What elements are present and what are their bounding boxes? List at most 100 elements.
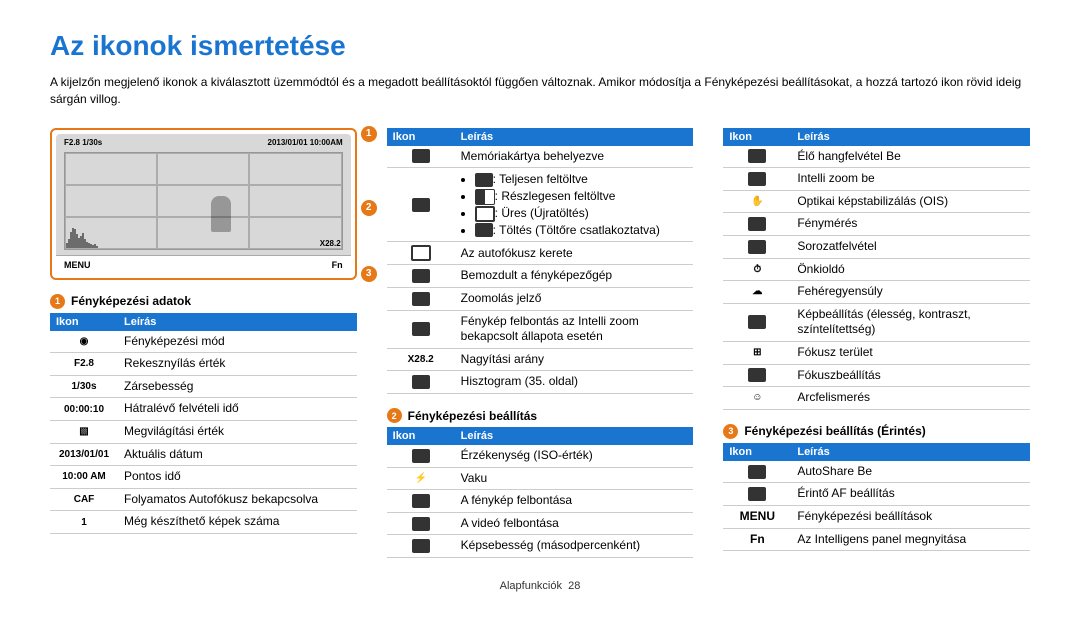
table-row: CAFFolyamatos Autofókusz bekapcsolva <box>50 488 357 511</box>
section-2-badge: 2 <box>387 408 402 423</box>
table-row: Sorozatfelvétel <box>723 235 1030 258</box>
cell-desc: Aktuális dátum <box>118 443 357 466</box>
cell-icon: 1 <box>50 511 118 534</box>
cell-icon: 10:00 AM <box>50 466 118 489</box>
page-footer: Alapfunkciók 28 <box>50 580 1030 592</box>
callout-1: 1 <box>361 126 377 142</box>
callout-3: 3 <box>361 266 377 282</box>
cell-desc: Sorozatfelvétel <box>791 235 1030 258</box>
table-row: Fénymérés <box>723 213 1030 236</box>
cell-desc: Megvilágítási érték <box>118 420 357 443</box>
table-row: X28.2Nagyítási arány <box>387 348 694 371</box>
cell-desc: Képsebesség (másodpercenként) <box>455 535 694 558</box>
section-1-title: Fényképezési adatok <box>71 294 191 308</box>
column-2: Ikon Leírás Memóriakártya behelyezve: Te… <box>387 128 694 558</box>
th-icon: Ikon <box>50 313 118 331</box>
cell-icon <box>387 168 455 242</box>
section-2-title: Fényképezési beállítás <box>408 409 537 423</box>
table-row: ✋Optikai képstabilizálás (OIS) <box>723 190 1030 213</box>
cell-desc: Hátralévő felvételi idő <box>118 398 357 421</box>
cell-icon <box>387 288 455 311</box>
cell-desc: Fénymérés <box>791 213 1030 236</box>
table-row: ☁Fehéregyensúly <box>723 281 1030 304</box>
th-desc: Leírás <box>791 443 1030 461</box>
table-row: ▧Megvilágítási érték <box>50 420 357 443</box>
table-row: Élő hangfelvétel Be <box>723 146 1030 168</box>
th-icon: Ikon <box>723 128 791 146</box>
section-3-title: Fényképezési beállítás (Érintés) <box>744 424 925 438</box>
table-row: ⊞Fókusz terület <box>723 341 1030 364</box>
cell-icon: ☁ <box>723 281 791 304</box>
table-col2-top: Ikon Leírás Memóriakártya behelyezve: Te… <box>387 128 694 394</box>
th-icon: Ikon <box>387 427 455 445</box>
cell-icon: ⊞ <box>723 341 791 364</box>
cell-icon: F2.8 <box>50 353 118 376</box>
table-row: A fénykép felbontása <box>387 490 694 513</box>
cell-icon <box>723 364 791 387</box>
column-1: 1 2 3 F2.8 1/30s 2013/01/01 10:00AM <box>50 128 357 558</box>
cell-icon: ▧ <box>50 420 118 443</box>
cell-desc: Nagyítási arány <box>455 348 694 371</box>
preview-top-right: 2013/01/01 10:00AM <box>268 138 343 147</box>
cell-icon: ✋ <box>723 190 791 213</box>
table-row: Hisztogram (35. oldal) <box>387 371 694 394</box>
cell-icon: ☺ <box>723 387 791 410</box>
cell-icon <box>723 168 791 191</box>
cell-desc: Az Intelligens panel megnyitása <box>791 528 1030 551</box>
cell-icon <box>723 483 791 506</box>
preview-zoom-text: X28.2 <box>320 239 341 248</box>
page-title: Az ikonok ismertetése <box>50 30 1030 62</box>
cell-desc: : Teljesen feltöltve: Részlegesen feltöl… <box>455 168 694 242</box>
table-row: F2.8Rekesznyílás érték <box>50 353 357 376</box>
cell-desc: AutoShare Be <box>791 461 1030 483</box>
table-row: 1/30sZársebesség <box>50 375 357 398</box>
th-icon: Ikon <box>723 443 791 461</box>
footer-page: 28 <box>568 580 580 592</box>
cell-icon: ⏱ <box>723 258 791 281</box>
cell-icon <box>723 303 791 341</box>
cell-desc: Fókuszbeállítás <box>791 364 1030 387</box>
table-row: Intelli zoom be <box>723 168 1030 191</box>
table-row: 2013/01/01Aktuális dátum <box>50 443 357 466</box>
cell-desc: Fehéregyensúly <box>791 281 1030 304</box>
cell-icon <box>387 512 455 535</box>
cell-desc: Zársebesség <box>118 375 357 398</box>
table-col3-top: Ikon Leírás Élő hangfelvétel BeIntelli z… <box>723 128 1030 410</box>
cell-desc: Pontos idő <box>118 466 357 489</box>
cell-icon: MENU <box>723 505 791 528</box>
table-row: Az autofókusz kerete <box>387 242 694 265</box>
th-desc: Leírás <box>455 427 694 445</box>
table-row: Fókuszbeállítás <box>723 364 1030 387</box>
cell-desc: Élő hangfelvétel Be <box>791 146 1030 168</box>
cell-desc: Arcfelismerés <box>791 387 1030 410</box>
cell-icon <box>387 445 455 467</box>
th-desc: Leírás <box>118 313 357 331</box>
table-section-2: Ikon Leírás Érzékenység (ISO-érték)⚡Vaku… <box>387 427 694 558</box>
table-section-3: Ikon Leírás AutoShare BeÉrintő AF beállí… <box>723 443 1030 551</box>
screen-preview: 1 2 3 F2.8 1/30s 2013/01/01 10:00AM <box>50 128 357 280</box>
table-row: 1Még készíthető képek száma <box>50 511 357 534</box>
cell-desc: Optikai képstabilizálás (OIS) <box>791 190 1030 213</box>
callout-2: 2 <box>361 200 377 216</box>
cell-icon: ⚡ <box>387 467 455 490</box>
cell-desc: Képbeállítás (élesség, kontraszt, színte… <box>791 303 1030 341</box>
table-row: A videó felbontása <box>387 512 694 535</box>
cell-desc: A fénykép felbontása <box>455 490 694 513</box>
cell-desc: Bemozdult a fényképezőgép <box>455 265 694 288</box>
table-row: FnAz Intelligens panel megnyitása <box>723 528 1030 551</box>
cell-desc: Intelli zoom be <box>791 168 1030 191</box>
table-row: 10:00 AMPontos idő <box>50 466 357 489</box>
table-row: Képsebesség (másodpercenként) <box>387 535 694 558</box>
th-desc: Leírás <box>455 128 694 146</box>
cell-icon: Fn <box>723 528 791 551</box>
cell-icon <box>723 146 791 168</box>
table-row: MENUFényképezési beállítások <box>723 505 1030 528</box>
cell-desc: Vaku <box>455 467 694 490</box>
cell-icon: CAF <box>50 488 118 511</box>
cell-icon <box>387 371 455 394</box>
cell-icon <box>387 490 455 513</box>
cell-desc: Memóriakártya behelyezve <box>455 146 694 168</box>
cell-desc: Fénykép felbontás az Intelli zoom bekapc… <box>455 310 694 348</box>
preview-menu-label: MENU <box>64 260 91 270</box>
cell-desc: Még készíthető képek száma <box>118 511 357 534</box>
